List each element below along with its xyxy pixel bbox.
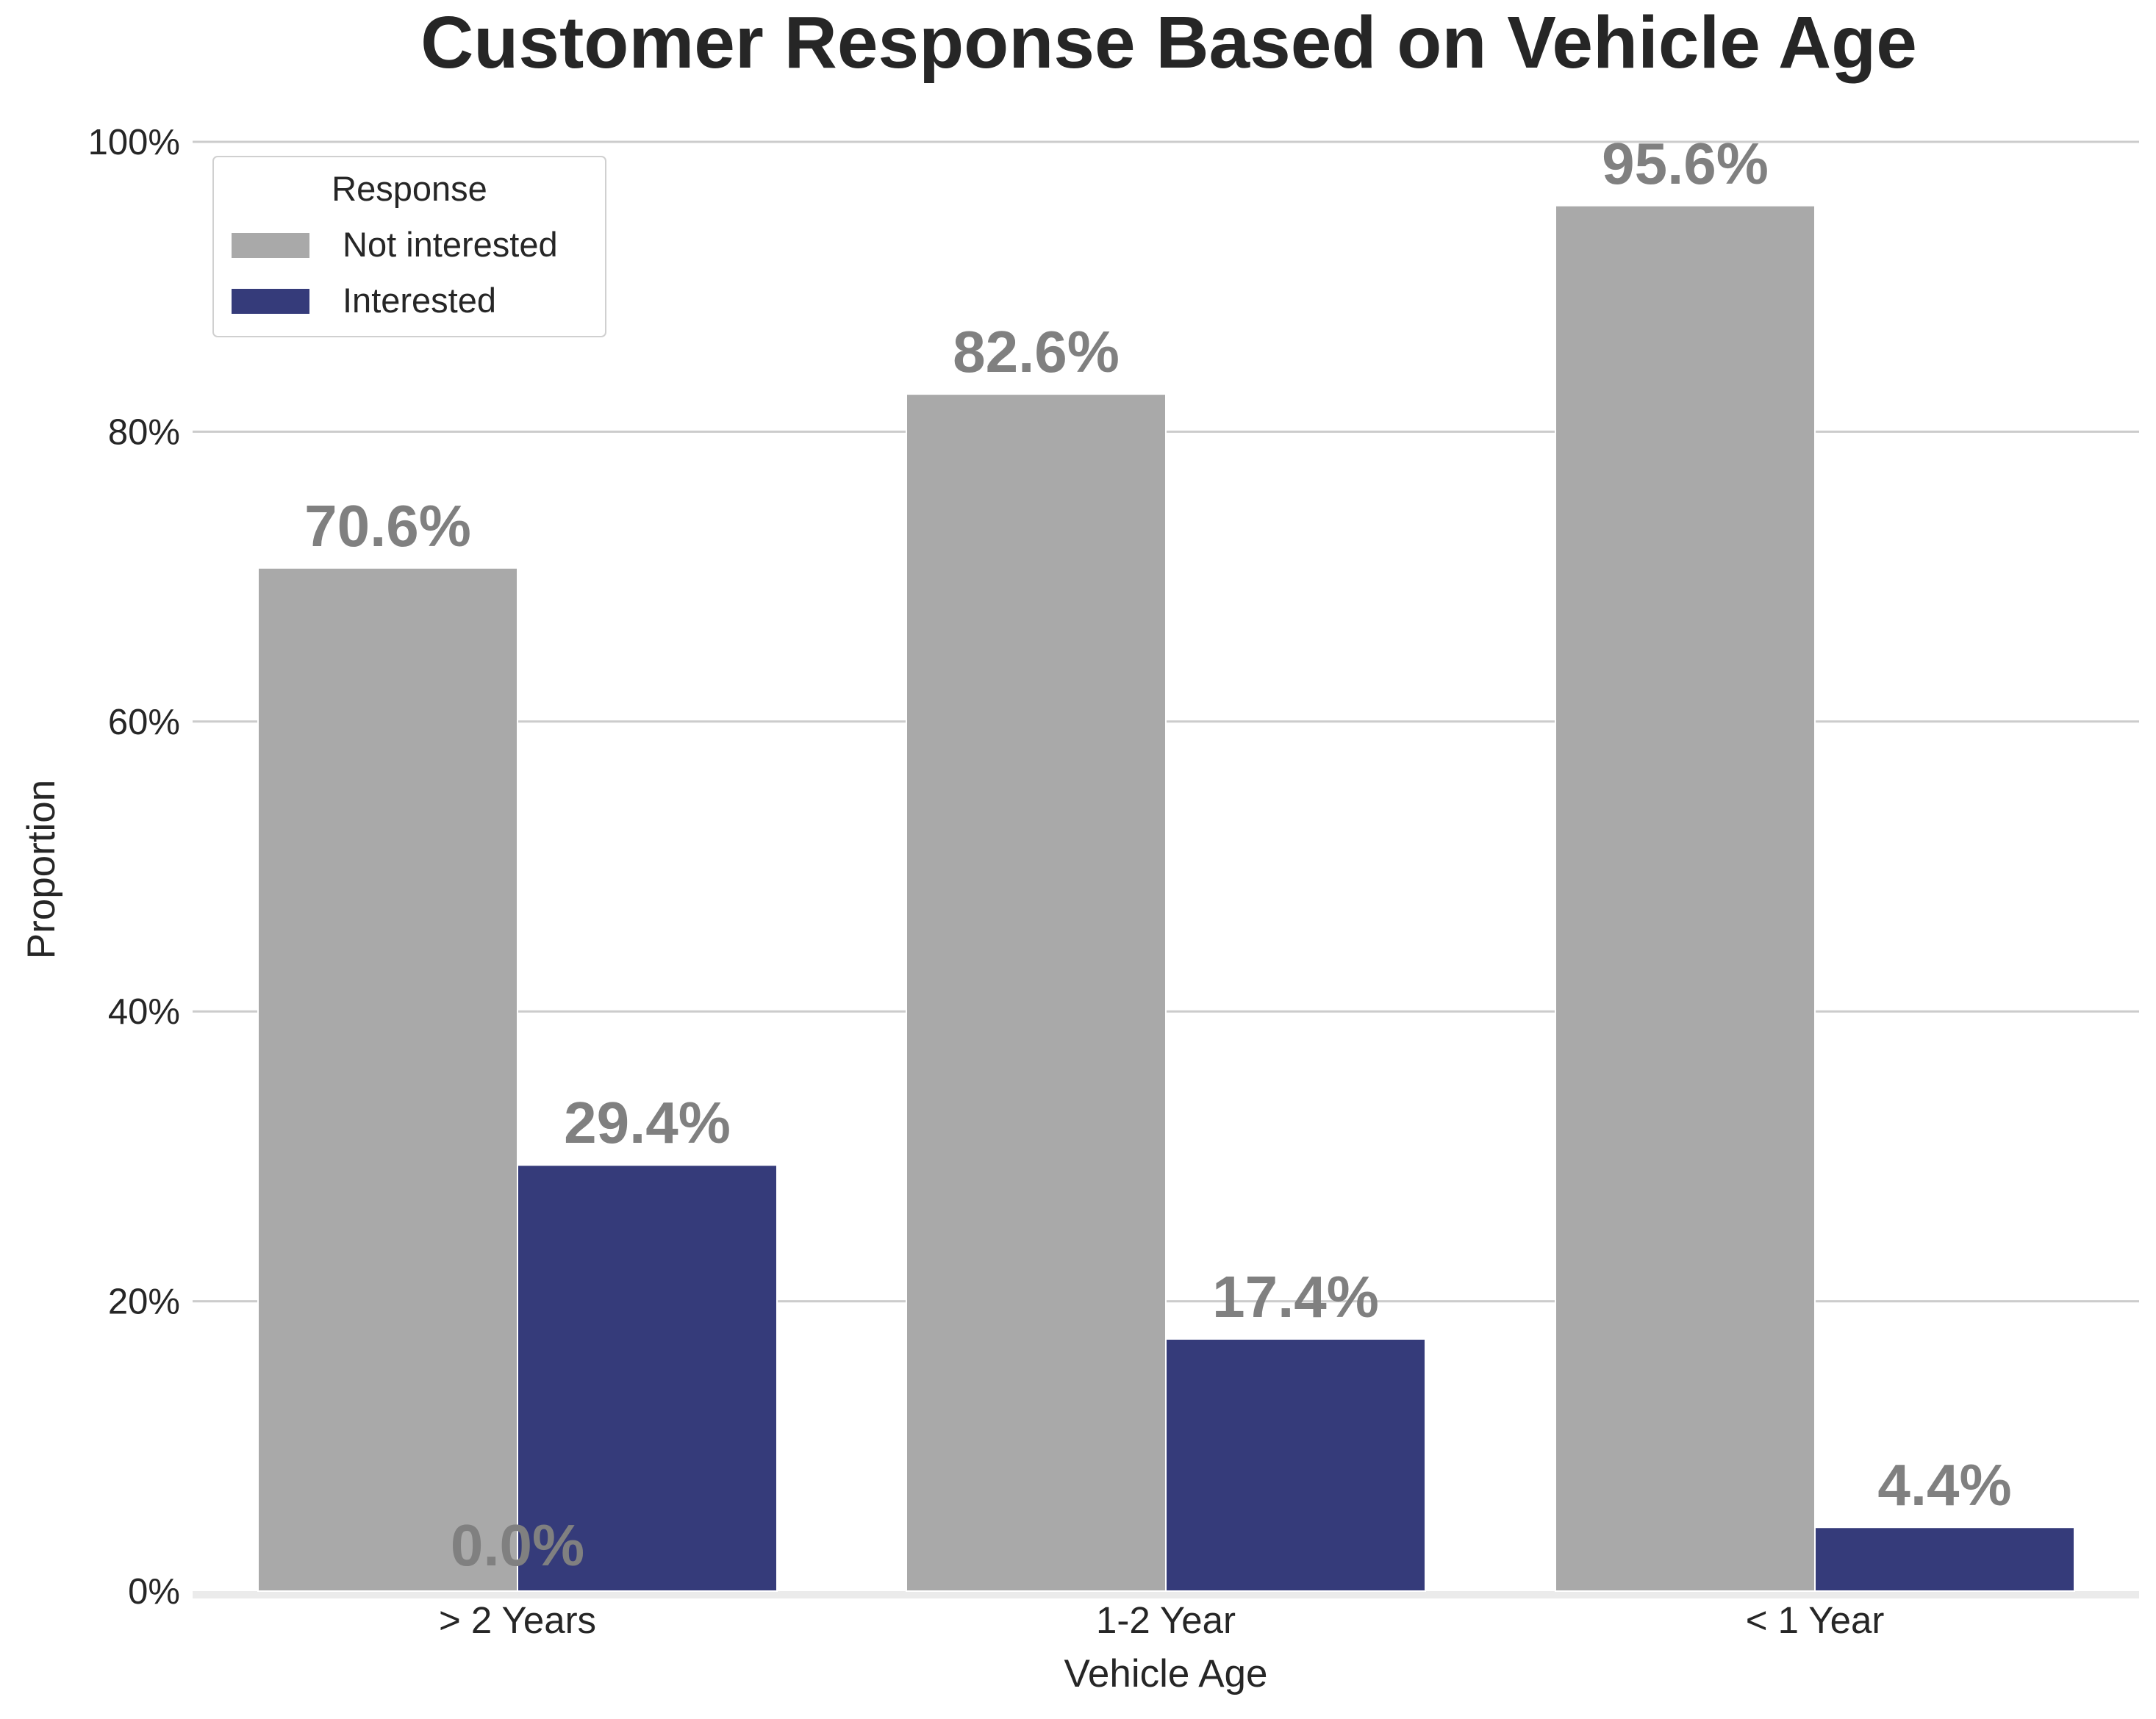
y-tick-label-20: 20%: [108, 1282, 180, 1322]
y-tick-label-100: 100%: [88, 123, 180, 162]
y-axis-label: Proportion: [20, 780, 63, 960]
bar-interested-1: [1165, 1338, 1426, 1592]
bar-interested-0: [517, 1164, 778, 1593]
data-label-not-interested-0: 70.6%: [304, 493, 471, 559]
y-tick-label-40: 40%: [108, 992, 180, 1032]
legend: Response Not interested Interested: [212, 156, 606, 337]
bar-not-interested-0: [257, 567, 518, 1593]
legend-label-not-interested: Not interested: [343, 225, 558, 264]
data-label-not-interested-2: 95.6%: [1602, 131, 1769, 196]
chart-title: Customer Response Based on Vehicle Age: [420, 1, 1917, 84]
x-axis-ticks: > 2 Years 1-2 Year < 1 Year: [439, 1599, 1884, 1641]
legend-frame: [212, 156, 606, 337]
legend-title: Response: [332, 169, 487, 208]
bar-not-interested-2: [1555, 204, 1816, 1593]
legend-label-interested: Interested: [343, 281, 496, 320]
bars: [257, 204, 2075, 1593]
x-tick-label-1: 1-2 Year: [1096, 1599, 1236, 1641]
y-tick-label-0: 0%: [128, 1572, 180, 1612]
data-label-interested-0: 29.4%: [564, 1090, 731, 1155]
y-tick-label-60: 60%: [108, 703, 180, 742]
x-axis-label: Vehicle Age: [1064, 1652, 1267, 1695]
legend-swatch-not-interested: [232, 233, 309, 258]
bar-interested-2: [1814, 1526, 2075, 1592]
bar-not-interested-1: [906, 393, 1167, 1592]
data-label-interested-1: 17.4%: [1212, 1264, 1379, 1329]
data-labels: 70.6% 82.6% 95.6% 29.4% 17.4% 4.4% 0.0%: [304, 131, 2012, 1578]
data-label-not-interested-1: 82.6%: [953, 319, 1120, 384]
x-tick-label-0: > 2 Years: [439, 1599, 596, 1641]
x-tick-label-2: < 1 Year: [1746, 1599, 1885, 1641]
legend-swatch-interested: [232, 289, 309, 314]
data-label-annotation-0: 0.0%: [451, 1512, 584, 1578]
y-tick-label-80: 80%: [108, 412, 180, 452]
data-label-interested-2: 4.4%: [1877, 1452, 2011, 1518]
y-axis-ticks: 0% 20% 40% 60% 80% 100%: [88, 123, 180, 1612]
